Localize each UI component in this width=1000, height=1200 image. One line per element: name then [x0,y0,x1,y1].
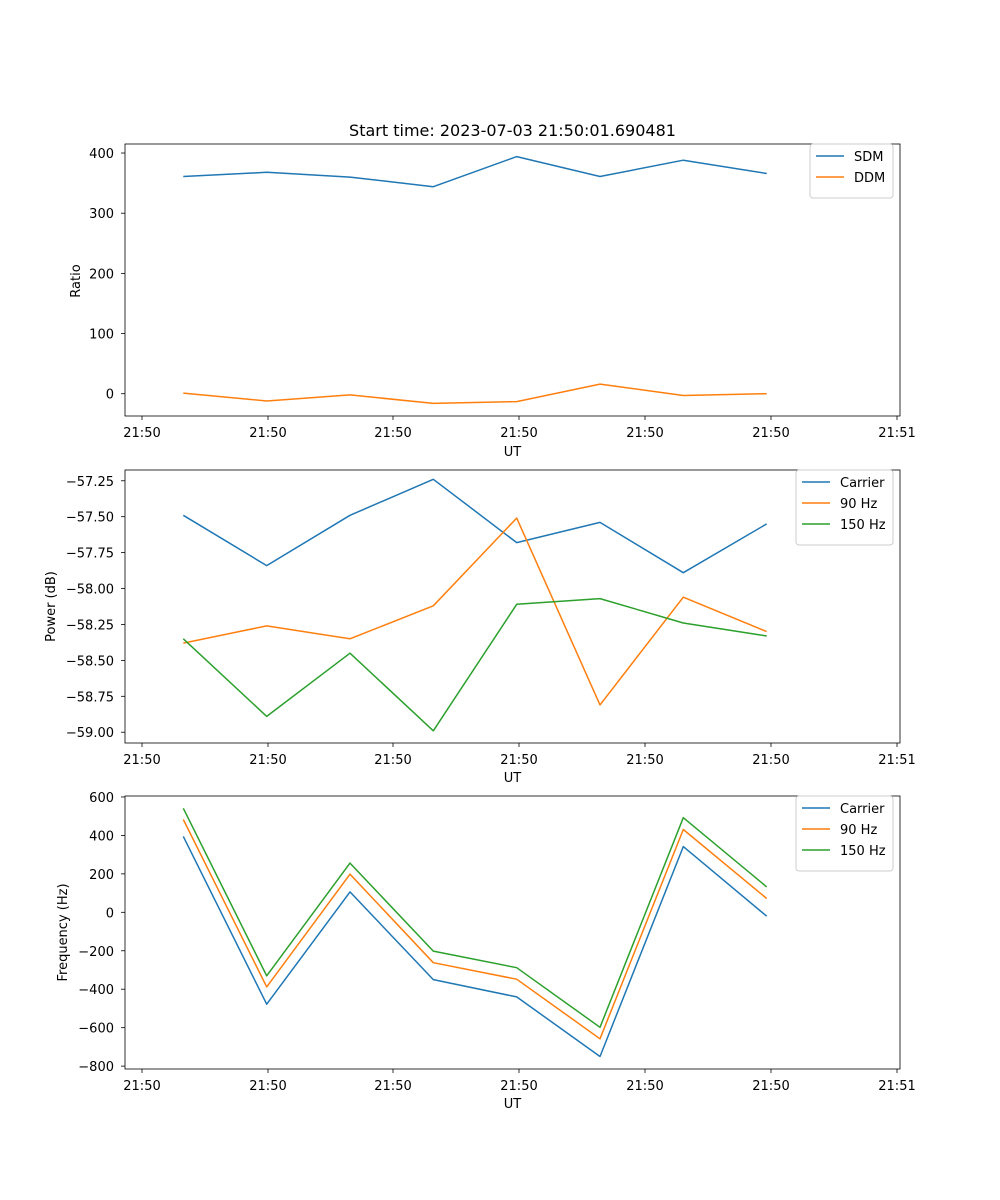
y-tick-label: 0 [106,388,114,403]
x-tick-label: 21:50 [626,426,663,441]
legend: Carrier 90 Hz 150 Hz [795,795,894,872]
y-tick-label: −57.75 [66,547,114,562]
power-panel: 21:50 21:50 21:50 21:50 21:50 21:50 21:51 −59.0… [44,469,916,786]
y-tick-label: −58.00 [66,583,114,598]
y-axis-label: Ratio [69,264,84,297]
x-tick-label: 21:50 [626,753,663,768]
legend-box [795,795,894,872]
x-axis-label: UT [504,1097,522,1112]
legend-label: 90 Hz [840,497,877,512]
y-tick-label: −800 [78,1060,114,1075]
axes-frame [124,469,901,744]
x-axis-label: UT [504,445,522,460]
x-tick-label: 21:50 [123,1079,160,1094]
y-tick-label: 300 [89,207,114,222]
x-tick-label: 21:50 [626,1079,663,1094]
y-axis-label: Power (dB) [44,571,59,642]
ratio-plot-area: 21:50 21:50 21:50 21:50 21:50 21:50 21:51 0 100 2… [89,143,916,441]
y-tick-label: 400 [89,147,114,162]
x-tick-label: 21:50 [249,1079,286,1094]
x-tick-label: 21:50 [374,753,411,768]
y-tick-label: 200 [89,868,114,883]
legend-label: SDM [854,150,883,165]
x-tick-label: 21:50 [123,426,160,441]
legend-box [809,143,894,199]
series-line-carrier [182,478,768,574]
legend-label: 150 Hz [840,844,886,859]
y-tick-label: 200 [89,267,114,282]
y-tick-label: −57.50 [66,511,114,526]
legend-label: 90 Hz [840,823,877,838]
x-tick-label: 21:50 [752,753,789,768]
series-line-ddm [183,383,767,405]
x-axis-label: UT [504,771,522,786]
legend: Carrier 90 Hz 150 Hz [795,469,894,546]
x-tick-label: 21:50 [500,753,537,768]
x-tick-label: 21:50 [752,426,789,441]
y-tick-label: −59.00 [66,726,114,741]
legend-label: 150 Hz [840,518,886,533]
legend-box [795,469,894,546]
legend-label: DDM [854,171,885,186]
x-tick-label: 21:50 [500,426,537,441]
x-tick-label: 21:50 [249,426,286,441]
series-line-150-hz [182,807,768,1029]
x-tick-label: 21:50 [123,753,160,768]
ratio-panel: Start time: 2023-07-03 21:50:01.690481 2… [69,121,916,460]
x-tick-label: 21:50 [374,426,411,441]
axes-frame [124,795,901,1070]
y-tick-label: 400 [89,829,114,844]
x-tick-label: 21:50 [500,1079,537,1094]
y-tick-label: 100 [89,328,114,343]
series-line-90-hz [182,819,768,1040]
y-tick-label: −58.75 [66,690,114,705]
power-plot-area: 21:50 21:50 21:50 21:50 21:50 21:50 21:51 −59.0… [66,469,916,768]
legend-label: Carrier [840,802,885,817]
x-tick-label: 21:51 [878,1079,915,1094]
y-axis-label: Frequency (Hz) [56,883,71,981]
frequency-panel: 21:50 21:50 21:50 21:50 21:50 21:50 21:51 −800 −… [56,791,916,1112]
y-tick-label: −58.50 [66,654,114,669]
x-tick-label: 21:50 [249,753,286,768]
x-tick-label: 21:51 [878,753,915,768]
legend: SDM DDM [809,143,894,199]
y-tick-label: 600 [89,791,114,806]
x-tick-label: 21:50 [374,1079,411,1094]
legend-label: Carrier [840,476,885,491]
axes-frame [124,143,901,417]
series-line-carrier [182,836,768,1058]
series-line-sdm [183,155,767,188]
x-tick-label: 21:50 [752,1079,789,1094]
y-tick-label: −200 [78,945,114,960]
x-tick-label: 21:51 [878,426,915,441]
y-tick-label: −57.25 [66,475,114,490]
chart-title: Start time: 2023-07-03 21:50:01.690481 [349,121,676,140]
series-line-150-hz [182,597,767,732]
series-line-90-hz [183,517,767,706]
y-tick-label: 0 [106,906,114,921]
y-tick-label: −58.25 [66,618,114,633]
y-tick-label: −400 [78,983,114,998]
frequency-plot-area: 21:50 21:50 21:50 21:50 21:50 21:50 21:51 −800 −… [78,791,915,1094]
y-tick-label: −600 [78,1022,114,1037]
